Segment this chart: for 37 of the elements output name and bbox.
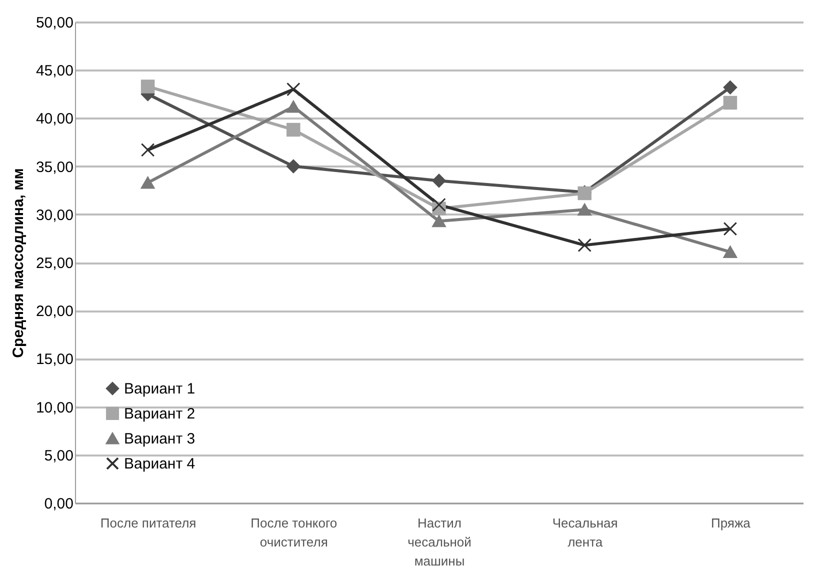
point <box>578 238 592 252</box>
x-tick-label: Настил чесальной машины <box>408 516 472 568</box>
y-tick-label: 25,00 <box>36 255 74 272</box>
y-tick-label: 30,00 <box>36 206 74 224</box>
legend-label: Вариант 4 <box>124 456 196 472</box>
point <box>432 198 446 212</box>
point <box>286 122 300 137</box>
point <box>286 82 300 96</box>
point <box>286 100 300 113</box>
y-tick-label: 5,00 <box>44 447 74 464</box>
legend-label: Вариант 1 <box>124 380 196 398</box>
point <box>723 80 738 94</box>
point <box>140 143 155 157</box>
y-tick-label: 35,00 <box>36 158 74 176</box>
y-tick-label: 15,00 <box>36 351 74 368</box>
legend-label: Вариант 3 <box>124 430 196 448</box>
y-tick-label: 50,00 <box>36 14 74 32</box>
point <box>578 204 592 216</box>
y-tick-label: 20,00 <box>36 303 74 320</box>
point <box>140 176 155 189</box>
point <box>432 174 446 188</box>
point <box>286 159 300 174</box>
point <box>140 80 155 94</box>
y-tick-label: 40,00 <box>36 110 74 128</box>
y-axis-title: Средняя массодлина, мм <box>10 168 27 358</box>
point <box>432 215 446 228</box>
y-tick-label: 0,00 <box>44 496 74 512</box>
x-tick-label: Пряжа <box>710 516 752 530</box>
y-tick-label: 10,00 <box>36 399 74 416</box>
x-tick-label: После питателя <box>100 516 196 530</box>
x-tick-label: Чесальная лента <box>552 516 618 550</box>
legend-label: Вариант 2 <box>124 406 196 422</box>
x-tick-label: После тонкого очистителя <box>250 516 338 550</box>
y-tick-label: 45,00 <box>36 62 74 80</box>
point <box>723 96 738 110</box>
point <box>723 222 738 236</box>
point <box>723 246 738 258</box>
